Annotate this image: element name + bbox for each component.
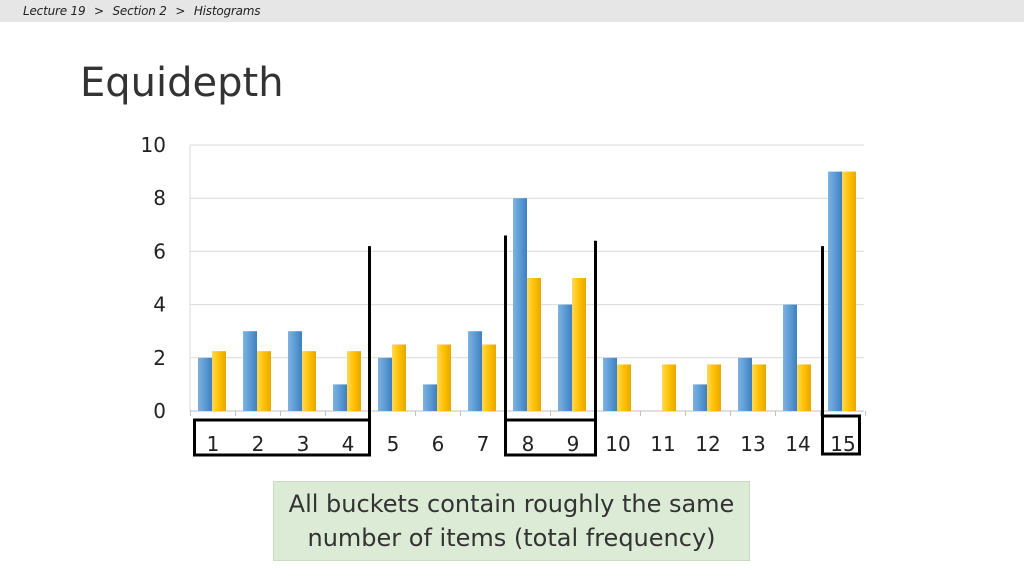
x-tick-label: 1 — [207, 432, 220, 456]
bar-frequency — [378, 357, 392, 411]
bar-equidepth — [797, 364, 811, 411]
caption-box: All buckets contain roughly the same num… — [273, 481, 750, 561]
x-tick-label: 9 — [567, 432, 580, 456]
breadcrumb: Lecture 19 > Section 2 > Histograms — [23, 4, 261, 18]
y-tick-label: 6 — [153, 239, 166, 263]
bar-equidepth — [302, 351, 316, 411]
x-tick-label: 7 — [477, 432, 490, 456]
x-tick-label: 4 — [342, 432, 355, 456]
x-tick-label: 14 — [785, 432, 810, 456]
y-tick-label: 10 — [141, 133, 166, 157]
bar-frequency — [333, 384, 347, 411]
bucket-box-15 — [821, 414, 861, 456]
bar-equidepth — [257, 351, 271, 411]
breadcrumb-separator: > — [94, 4, 104, 18]
x-tick-label: 10 — [605, 432, 630, 456]
x-tick-label: 3 — [297, 432, 310, 456]
x-tick-label: 2 — [252, 432, 265, 456]
x-tick-label: 13 — [740, 432, 765, 456]
bar-frequency — [198, 357, 212, 411]
bar-equidepth — [572, 278, 586, 411]
bar-frequency — [423, 384, 437, 411]
x-tick-label: 12 — [695, 432, 720, 456]
bar-equidepth — [752, 364, 766, 411]
bar-equidepth — [842, 171, 856, 411]
slide-title: Equidepth — [80, 60, 284, 106]
x-tick-label: 5 — [387, 432, 400, 456]
bar-equidepth — [347, 351, 361, 411]
bar-frequency — [558, 304, 572, 411]
breadcrumb-separator: > — [175, 4, 186, 18]
bar-equidepth — [482, 344, 496, 411]
bar-equidepth — [617, 364, 631, 411]
bar-equidepth — [392, 344, 406, 411]
bar-equidepth — [527, 278, 541, 411]
bar-frequency — [243, 331, 257, 411]
x-tick-label: 11 — [650, 432, 675, 456]
top-bar: Lecture 19 > Section 2 > Histograms — [0, 0, 1024, 22]
bar-frequency — [828, 171, 842, 411]
bar-frequency — [513, 198, 527, 411]
bar-frequency — [693, 384, 707, 411]
y-tick-label: 2 — [153, 346, 166, 370]
breadcrumb-section[interactable]: Section 2 — [112, 4, 167, 18]
y-tick-label: 4 — [153, 293, 166, 317]
bar-frequency — [468, 331, 482, 411]
x-tick-label: 6 — [432, 432, 445, 456]
x-tick-label: 8 — [522, 432, 535, 456]
bar-frequency — [738, 357, 752, 411]
bar-frequency — [603, 357, 617, 411]
y-tick-label: 8 — [153, 186, 166, 210]
x-tick-label: 15 — [830, 432, 855, 456]
bar-equidepth — [707, 364, 721, 411]
bar-equidepth — [437, 344, 451, 411]
caption-line-2: number of items (total frequency) — [307, 524, 716, 552]
bucket-box-8-9 — [504, 418, 597, 457]
caption-line-1: All buckets contain roughly the same — [288, 490, 735, 518]
bar-equidepth — [662, 364, 676, 411]
bar-equidepth — [212, 351, 226, 411]
bar-frequency — [288, 331, 302, 411]
bar-frequency — [783, 304, 797, 411]
breadcrumb-lecture[interactable]: Lecture 19 — [23, 4, 86, 18]
y-tick-label: 0 — [153, 399, 166, 423]
breadcrumb-histograms[interactable]: Histograms — [193, 4, 261, 18]
